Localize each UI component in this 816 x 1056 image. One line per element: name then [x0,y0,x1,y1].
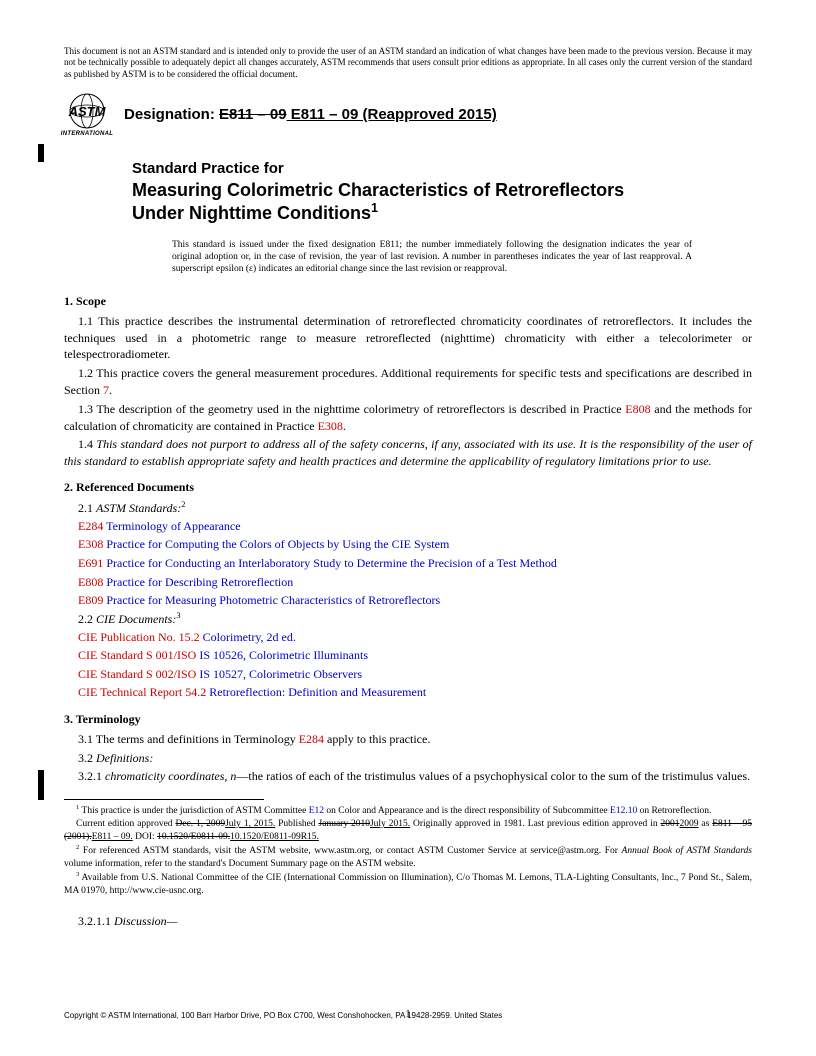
ref-title[interactable]: Practice for Describing Retroreflection [106,575,293,589]
para-2-1: 2.1 ASTM Standards:2 [64,499,752,517]
page-body: This document is not an ASTM standard an… [0,0,816,930]
ref-line: CIE Standard S 002/ISO IS 10527, Colorim… [64,665,752,684]
footnote-3: 3 Available from U.S. National Committee… [64,871,752,898]
ref-line: E284 Terminology of Appearance [64,517,752,536]
para-1-3: 1.3 The description of the geometry used… [64,401,752,435]
ref-title[interactable]: Practice for Measuring Photometric Chara… [106,593,440,607]
footnote-2: 2 For referenced ASTM standards, visit t… [64,844,752,871]
ref-code[interactable]: E308 [78,537,103,551]
title-line-2: Under Nighttime Conditions [132,203,371,223]
astm-logo: ASTM INTERNATIONAL [64,92,110,138]
ref-code[interactable]: CIE Standard S 002/ISO [78,667,196,681]
ref-code[interactable]: E691 [78,556,103,570]
footnote-1-line2: Current edition approved Dec. 1, 2009Jul… [64,818,752,844]
ref-line: E809 Practice for Measuring Photometric … [64,591,752,610]
ref-line: E308 Practice for Computing the Colors o… [64,535,752,554]
ref-title[interactable]: IS 10527, Colorimetric Observers [199,667,362,681]
ref-line: CIE Publication No. 15.2 Colorimetry, 2d… [64,628,752,647]
ref-title[interactable]: Retroreflection: Definition and Measurem… [209,685,426,699]
section-head-refdocs: 2. Referenced Documents [64,480,752,495]
para-1-4: 1.4 This standard does not purport to ad… [64,436,752,470]
para-1-1: 1.1 This practice describes the instrume… [64,313,752,363]
ref-code[interactable]: E284 [78,519,103,533]
para-3-2-1: 3.2.1 chromaticity coordinates, n—the ra… [64,768,752,785]
ref-line: E691 Practice for Conducting an Interlab… [64,554,752,573]
ref-title[interactable]: Practice for Conducting an Interlaborato… [106,556,557,570]
link-e12[interactable]: E12 [309,806,324,816]
designation-new: E811 – 09 (Reapproved 2015) [287,106,497,123]
title-sup: 1 [371,201,378,215]
ref-code[interactable]: CIE Standard S 001/ISO [78,648,196,662]
link-e808[interactable]: E808 [625,402,650,416]
issue-note: This standard is issued under the fixed … [172,239,692,276]
logo-label: INTERNATIONAL [61,131,113,137]
ref-line: CIE Standard S 001/ISO IS 10526, Colorim… [64,646,752,665]
disclaimer-text: This document is not an ASTM standard an… [64,46,752,80]
ref-title[interactable]: Terminology of Appearance [106,519,240,533]
ref-title[interactable]: IS 10526, Colorimetric Illuminants [199,648,368,662]
footnotes: 1 This practice is under the jurisdictio… [64,800,752,897]
ref-title[interactable]: Practice for Computing the Colors of Obj… [106,537,449,551]
ref-line: E808 Practice for Describing Retroreflec… [64,573,752,592]
para-1-2: 1.2 This practice covers the general mea… [64,365,752,399]
change-bar [38,770,44,800]
ref-code[interactable]: E809 [78,593,103,607]
footnote-1: 1 This practice is under the jurisdictio… [64,804,752,818]
designation-old: E811 – 09 [219,106,287,123]
ref-code[interactable]: E808 [78,575,103,589]
title-main: Measuring Colorimetric Characteristics o… [132,179,752,225]
change-bar [38,144,44,162]
para-3-1: 3.1 The terms and definitions in Termino… [64,731,752,748]
title-block: Standard Practice for Measuring Colorime… [132,160,752,225]
para-3-2-1-1: 3.2.1.1 Discussion— [64,913,752,930]
ref-line: CIE Technical Report 54.2 Retroreflectio… [64,683,752,702]
designation: Designation: E811 – 09 E811 – 09 (Reappr… [124,106,497,123]
designation-label: Designation: [124,106,219,123]
page-number: 1 [0,1008,816,1020]
para-3-2: 3.2 Definitions: [64,750,752,767]
ref-title[interactable]: Colorimetry, 2d ed. [203,630,296,644]
ref-code[interactable]: CIE Technical Report 54.2 [78,685,206,699]
link-e12-10[interactable]: E12.10 [610,806,637,816]
para-2-2: 2.2 CIE Documents:3 [64,610,752,628]
title-kicker: Standard Practice for [132,160,752,177]
title-line-1: Measuring Colorimetric Characteristics o… [132,180,624,200]
link-e308[interactable]: E308 [318,419,343,433]
ref-code[interactable]: CIE Publication No. 15.2 [78,630,200,644]
section-head-scope: 1. Scope [64,294,752,309]
link-e284[interactable]: E284 [299,732,324,746]
section-head-terminology: 3. Terminology [64,712,752,727]
svg-text:ASTM: ASTM [68,104,107,119]
header-row: ASTM INTERNATIONAL Designation: E811 – 0… [64,92,752,138]
